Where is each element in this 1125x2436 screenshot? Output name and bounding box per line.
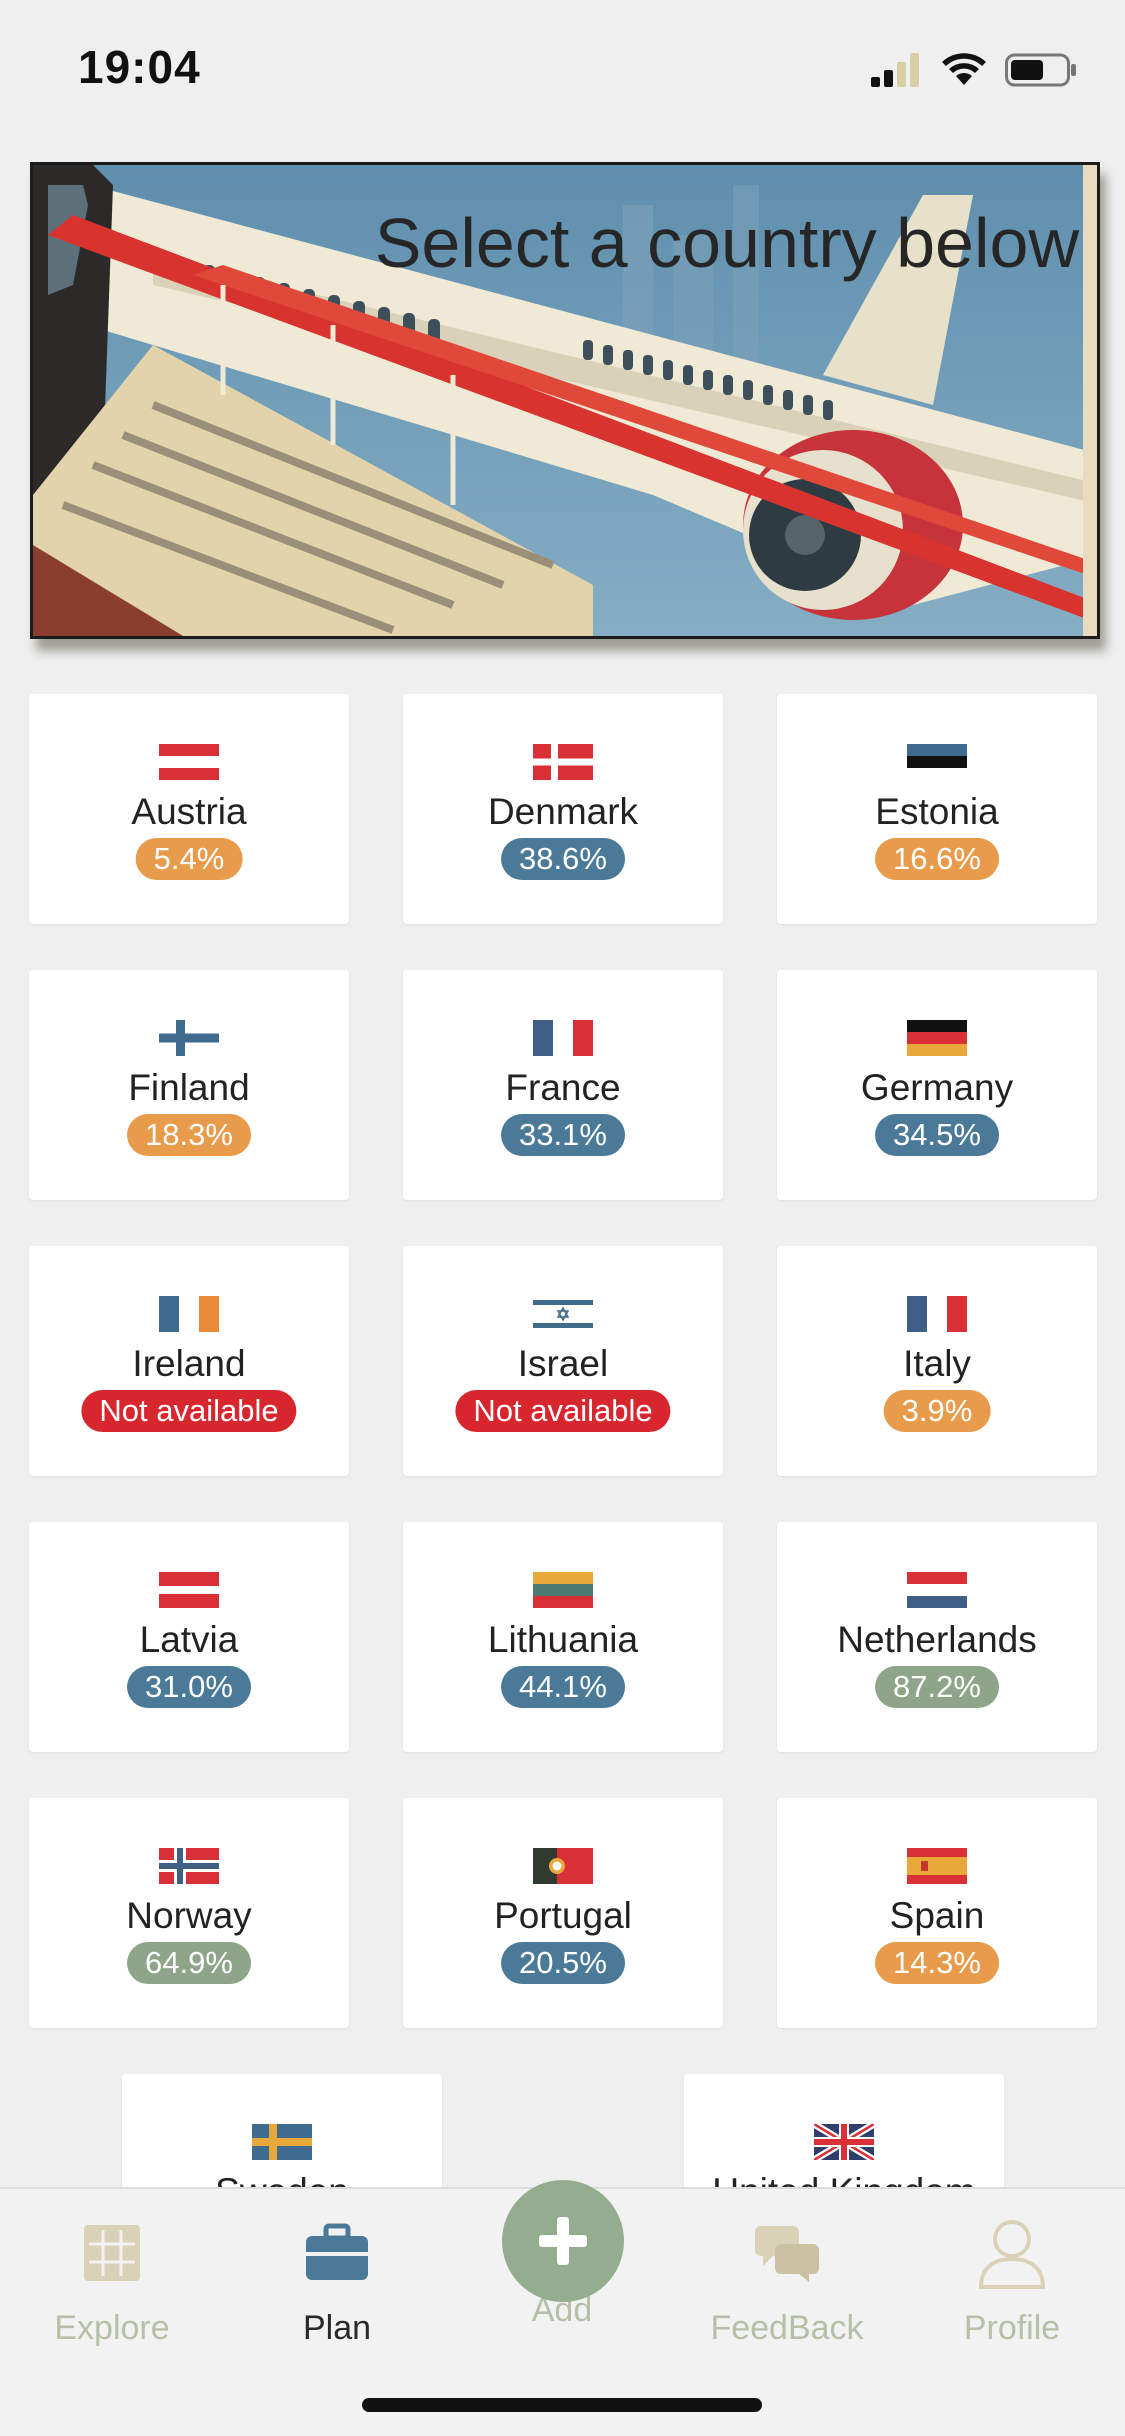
tab-label: Profile	[963, 2309, 1061, 2347]
country-name: Denmark	[487, 791, 639, 832]
estonia-flag-icon	[907, 744, 967, 780]
sweden-flag-icon	[252, 2124, 312, 2160]
percentage-badge: 14.3%	[875, 1942, 999, 1984]
percentage-badge: 38.6%	[501, 838, 625, 880]
germany-flag-icon	[907, 1020, 967, 1056]
country-name: Netherlands	[837, 1619, 1037, 1660]
status-time: 19:04	[78, 41, 201, 93]
portugal-flag-icon	[533, 1848, 593, 1884]
country-card-france[interactable]: France 33.1%	[403, 970, 723, 1200]
country-card-finland[interactable]: Finland 18.3%	[29, 970, 349, 1200]
tab-label: Plan	[302, 2309, 372, 2347]
tab-profile[interactable]: Profile	[912, 2207, 1112, 2348]
country-name: France	[505, 1067, 621, 1108]
home-indicator[interactable]	[362, 2398, 762, 2412]
denmark-flag-icon	[533, 744, 593, 780]
country-name: Finland	[128, 1067, 250, 1108]
tab-plan[interactable]: Plan	[237, 2207, 437, 2348]
briefcase-icon	[237, 2207, 437, 2299]
austria-flag-icon	[159, 744, 219, 780]
status-icons	[871, 50, 1077, 90]
chat-bubbles-icon	[687, 2207, 887, 2299]
status-bar: 19:04	[0, 0, 1125, 140]
plus-icon	[539, 2217, 587, 2265]
country-card-austria[interactable]: Austria 5.4%	[29, 694, 349, 924]
percentage-badge: 64.9%	[127, 1942, 251, 1984]
country-name: Latvia	[139, 1619, 239, 1660]
percentage-badge: 33.1%	[501, 1114, 625, 1156]
percentage-badge: 5.4%	[135, 838, 243, 880]
country-name: Lithuania	[487, 1619, 639, 1660]
tab-label: Explore	[54, 2309, 170, 2347]
battery-icon	[1005, 53, 1076, 87]
country-name: Estonia	[875, 791, 999, 832]
airplane-illustration	[33, 165, 1097, 636]
spain-flag-icon	[907, 1848, 967, 1884]
country-card-denmark[interactable]: Denmark 38.6%	[403, 694, 723, 924]
country-card-ireland[interactable]: Ireland Not available	[29, 1246, 349, 1476]
country-name: Spain	[889, 1895, 985, 1936]
country-name: Austria	[131, 791, 247, 832]
uk-flag-icon	[814, 2124, 874, 2160]
country-card-germany[interactable]: Germany 34.5%	[777, 970, 1097, 1200]
country-card-lithuania[interactable]: Lithuania 44.1%	[403, 1522, 723, 1752]
country-name: Israel	[517, 1343, 609, 1384]
country-card-netherlands[interactable]: Netherlands 87.2%	[777, 1522, 1097, 1752]
israel-flag-icon	[533, 1296, 593, 1332]
italy-flag-icon	[907, 1296, 967, 1332]
percentage-badge: 31.0%	[127, 1666, 251, 1708]
percentage-badge: 20.5%	[501, 1942, 625, 1984]
country-card-norway[interactable]: Norway 64.9%	[29, 1798, 349, 2028]
tab-label: FeedBack	[710, 2309, 864, 2347]
country-name: Germany	[860, 1067, 1014, 1108]
country-name: Portugal	[494, 1895, 632, 1936]
percentage-badge: 16.6%	[875, 838, 999, 880]
country-card-israel[interactable]: Israel Not available	[403, 1246, 723, 1476]
norway-flag-icon	[159, 1848, 219, 1884]
country-card-spain[interactable]: Spain 14.3%	[777, 1798, 1097, 2028]
percentage-badge: 87.2%	[875, 1666, 999, 1708]
country-card-italy[interactable]: Italy 3.9%	[777, 1246, 1097, 1476]
finland-flag-icon	[159, 1020, 219, 1056]
lithuania-flag-icon	[533, 1572, 593, 1608]
grid-icon	[12, 2207, 212, 2299]
netherlands-flag-icon	[907, 1572, 967, 1608]
wifi-icon	[942, 53, 986, 85]
country-card-estonia[interactable]: Estonia 16.6%	[777, 694, 1097, 924]
hero-banner: Select a country below	[30, 162, 1100, 639]
tab-explore[interactable]: Explore	[12, 2207, 212, 2348]
user-icon	[912, 2207, 1112, 2299]
france-flag-icon	[533, 1020, 593, 1056]
country-name: Ireland	[132, 1343, 246, 1384]
signal-icon	[871, 53, 919, 87]
add-button[interactable]	[502, 2180, 624, 2302]
country-card-latvia[interactable]: Latvia 31.0%	[29, 1522, 349, 1752]
ireland-flag-icon	[159, 1296, 219, 1332]
percentage-badge: 3.9%	[883, 1390, 991, 1432]
latvia-flag-icon	[159, 1572, 219, 1608]
percentage-badge: 18.3%	[127, 1114, 251, 1156]
banner-title: Select a country below	[374, 204, 1079, 282]
percentage-badge: 44.1%	[501, 1666, 625, 1708]
tab-feedback[interactable]: FeedBack	[687, 2207, 887, 2348]
country-name: Norway	[126, 1895, 252, 1936]
country-name: Italy	[903, 1343, 971, 1384]
percentage-badge: 34.5%	[875, 1114, 999, 1156]
unavailable-badge: Not available	[455, 1390, 671, 1432]
unavailable-badge: Not available	[81, 1390, 297, 1432]
country-card-portugal[interactable]: Portugal 20.5%	[403, 1798, 723, 2028]
